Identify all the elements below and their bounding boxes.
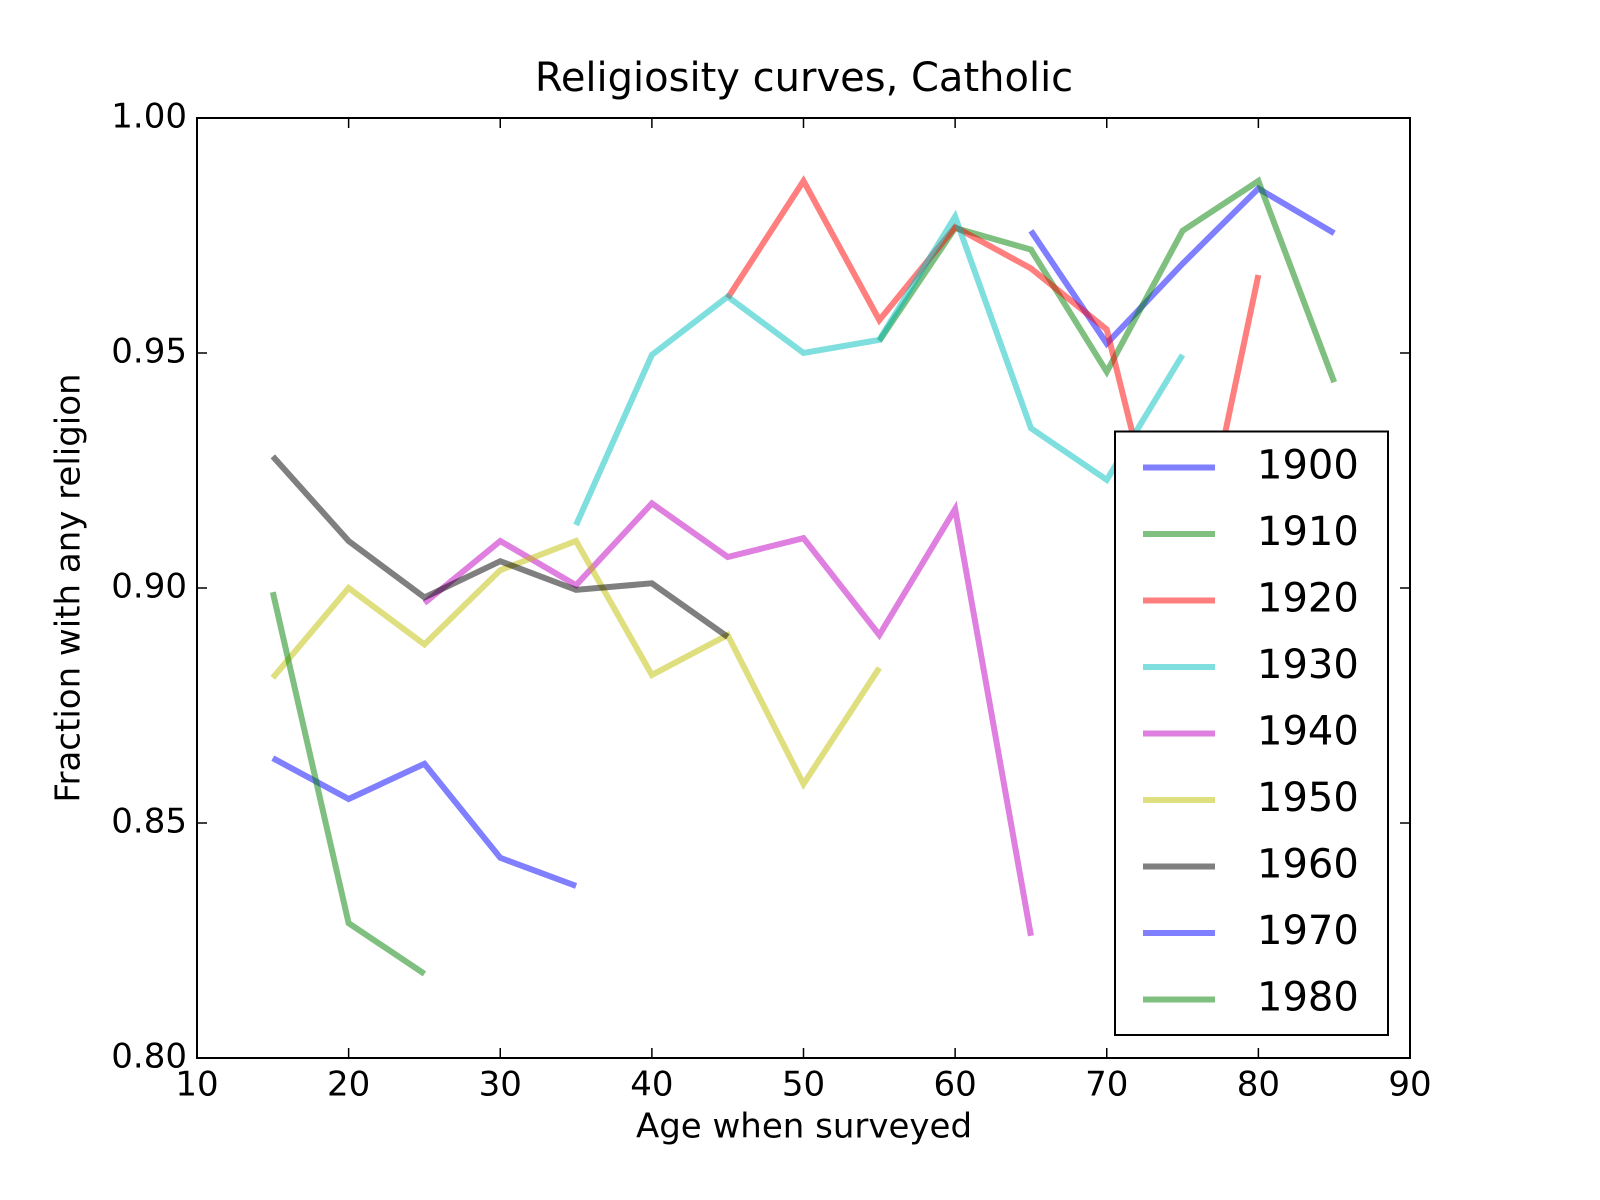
series-line — [270, 537, 882, 790]
legend-label: 1910 — [1257, 509, 1359, 555]
x-tick-label: 90 — [1388, 1065, 1431, 1105]
legend-label: 1980 — [1257, 975, 1359, 1021]
legend-label: 1950 — [1257, 775, 1359, 821]
series-line — [269, 591, 427, 977]
legend-label: 1970 — [1257, 908, 1359, 954]
x-tick-label: 80 — [1237, 1065, 1280, 1105]
y-axis-label: Fraction with any religion — [49, 373, 89, 802]
series-line — [876, 176, 1337, 384]
x-tick-label: 40 — [630, 1065, 673, 1105]
legend-label: 1900 — [1257, 443, 1359, 489]
legend-label: 1920 — [1257, 576, 1359, 622]
x-tick-label: 50 — [782, 1065, 825, 1105]
series-line — [271, 755, 578, 889]
series-line — [573, 209, 1186, 527]
chart-title: Religiosity curves, Catholic — [535, 55, 1073, 101]
y-tick-label: 0.85 — [111, 802, 187, 842]
legend-label: 1960 — [1257, 842, 1359, 888]
series-line — [270, 454, 730, 640]
y-tick-label: 1.00 — [111, 97, 187, 137]
series-line — [422, 499, 1034, 937]
y-tick-label: 0.95 — [111, 332, 187, 372]
x-tick-label: 20 — [327, 1065, 370, 1105]
plot-frame — [196, 117, 1411, 1059]
legend-label: 1930 — [1257, 642, 1359, 688]
y-tick-label: 0.80 — [111, 1037, 187, 1077]
x-tick-label: 30 — [479, 1065, 522, 1105]
x-tick-label: 10 — [175, 1065, 218, 1105]
x-axis-label: Age when surveyed — [636, 1107, 972, 1147]
x-tick-label: 60 — [933, 1065, 976, 1105]
legend-label: 1940 — [1257, 709, 1359, 755]
x-tick-label: 70 — [1085, 1065, 1128, 1105]
y-tick-label: 0.90 — [111, 567, 187, 607]
